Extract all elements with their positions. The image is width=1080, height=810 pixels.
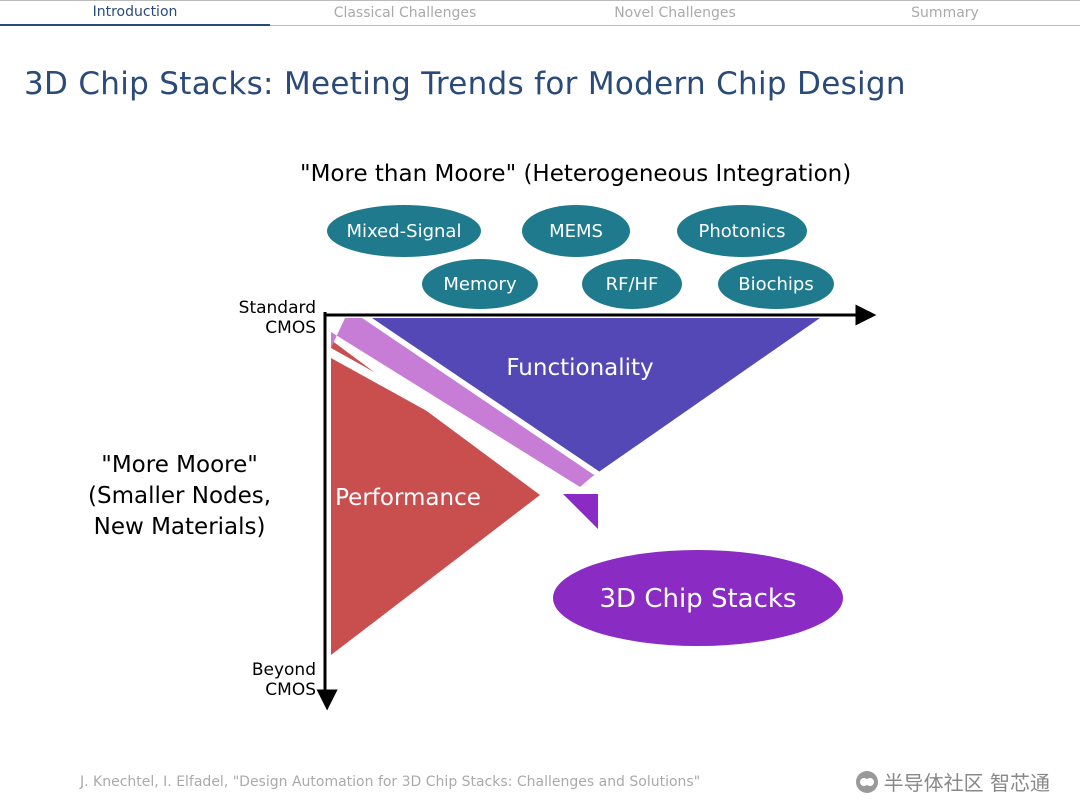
ellipse-mems: MEMS — [522, 205, 630, 257]
ellipse-mixed-signal: Mixed-Signal — [327, 205, 481, 257]
svg-text:3D Chip Stacks: 3D Chip Stacks — [600, 584, 797, 614]
citation-text: J. Knechtel, I. Elfadel, "Design Automat… — [80, 774, 700, 790]
watermark-text: 半导体社区 智芯通 — [884, 767, 1050, 796]
ellipse-rfhf: RF/HF — [582, 259, 682, 309]
ellipse-3d-chip-stacks: 3D Chip Stacks — [553, 550, 843, 646]
wechat-icon — [856, 771, 878, 793]
performance-label: Performance — [335, 485, 481, 511]
convergence-arrow — [563, 494, 598, 529]
diagram-canvas: Functionality Performance Mixed-Signal M… — [0, 0, 1080, 810]
ellipse-biochips: Biochips — [718, 259, 834, 309]
svg-text:RF/HF: RF/HF — [606, 274, 659, 295]
svg-text:Photonics: Photonics — [698, 221, 785, 242]
functionality-label: Functionality — [506, 355, 653, 381]
svg-text:Memory: Memory — [443, 274, 517, 295]
y-axis-caption: "More Moore" (Smaller Nodes, New Materia… — [88, 450, 271, 543]
y-end-label: Beyond CMOS — [248, 660, 316, 700]
svg-text:Mixed-Signal: Mixed-Signal — [347, 221, 462, 242]
x-axis-caption: "More than Moore" (Heterogeneous Integra… — [300, 160, 851, 189]
ellipse-photonics: Photonics — [677, 205, 807, 257]
ellipse-memory: Memory — [422, 259, 538, 309]
svg-text:MEMS: MEMS — [549, 221, 603, 242]
watermark: 半导体社区 智芯通 — [856, 767, 1050, 796]
svg-text:Biochips: Biochips — [738, 274, 813, 295]
origin-label: Standard CMOS — [238, 298, 316, 338]
